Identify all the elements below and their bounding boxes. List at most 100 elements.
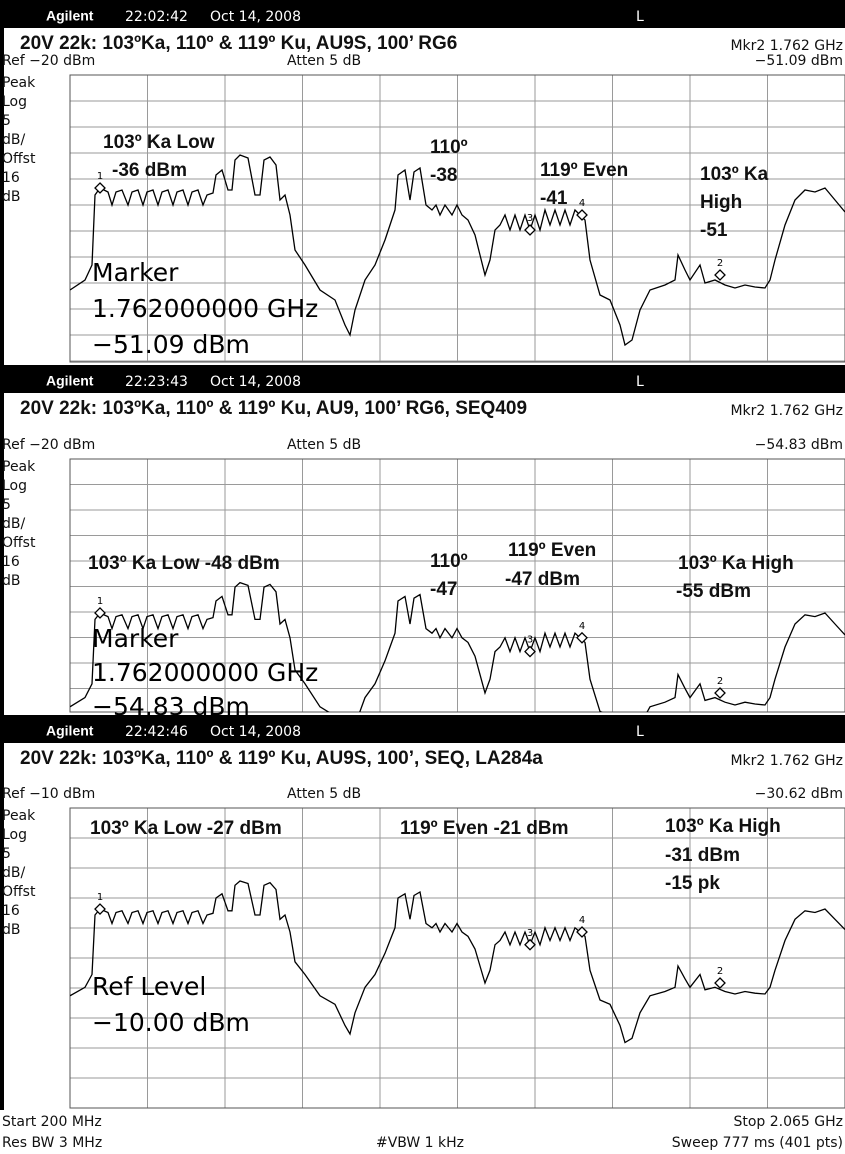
marker-id: 2 [717, 676, 723, 687]
marker-diamond [576, 209, 588, 221]
scale-label: Peak [2, 75, 36, 91]
scale-label: Peak [2, 808, 36, 824]
annotation: -15 pk [665, 873, 720, 894]
marker-id: 4 [579, 915, 585, 926]
left-border [0, 0, 4, 365]
footer-sweep: Sweep 777 ms (401 pts) [672, 1135, 843, 1151]
attenuation: Atten 5 dB [287, 437, 361, 453]
scale-label: Peak [2, 459, 36, 475]
scale-label: Offst [2, 535, 36, 551]
header-bar [0, 0, 845, 28]
big-readout: Ref Level [92, 972, 206, 1001]
scale-label: dB [2, 573, 21, 589]
left-border [0, 715, 4, 1110]
mode: L [636, 9, 644, 25]
marker-level: −51.09 dBm [755, 53, 843, 69]
footer-rbw: Res BW 3 MHz [2, 1135, 102, 1151]
scale-label: dB/ [2, 865, 25, 881]
title: 20V 22k: 103ºKa, 110º & 119º Ku, AU9S, 1… [20, 748, 543, 769]
marker-readout: Mkr2 1.762 GHz [730, 403, 843, 419]
brand: Agilent [46, 8, 94, 24]
annotation: -31 dBm [665, 845, 740, 866]
left-border [0, 365, 4, 715]
scale-label: 5 [2, 846, 11, 862]
annotation: -41 [540, 188, 568, 209]
marker-diamond [714, 269, 726, 281]
header-bar [0, 365, 845, 393]
marker-id: 1 [97, 171, 103, 182]
reference: Ref −20 dBm [2, 437, 95, 453]
scale-label: Log [2, 478, 27, 494]
marker-id: 3 [527, 635, 533, 646]
time: 22:02:42 [125, 9, 188, 25]
annotation: 103º Ka [700, 164, 769, 185]
annotation: 110º [430, 551, 468, 572]
grid-frame [69, 458, 845, 713]
annotation: 103º Ka Low -48 dBm [88, 553, 280, 574]
trace [70, 154, 845, 347]
marker-readout: Mkr2 1.762 GHz [730, 753, 843, 769]
marker-readout: Mkr2 1.762 GHz [730, 38, 843, 54]
marker-diamond [524, 938, 536, 951]
scale-label: Log [2, 94, 27, 110]
reference: Ref −20 dBm [2, 53, 95, 69]
annotation: High [700, 192, 742, 213]
marker-id: 4 [579, 198, 585, 209]
annotation: 119º Even [540, 160, 628, 181]
scale-label: dB/ [2, 132, 25, 148]
marker-diamond [524, 224, 536, 236]
marker-id: 1 [97, 596, 103, 607]
marker-diamond [94, 607, 106, 619]
title: 20V 22k: 103ºKa, 110º & 119º Ku, AU9S, 1… [20, 33, 457, 54]
annotation: 103º Ka High [665, 816, 781, 837]
annotation: -47 dBm [505, 569, 580, 590]
annotation: 103º Ka Low -27 dBm [90, 818, 282, 839]
marker-id: 2 [717, 966, 723, 977]
annotation: -38 [430, 165, 457, 186]
brand: Agilent [46, 723, 94, 739]
big-readout: 1.762000000 GHz [92, 658, 318, 687]
marker-level: −54.83 dBm [755, 437, 843, 453]
date: Oct 14, 2008 [210, 724, 301, 740]
scale-label: 5 [2, 113, 11, 129]
attenuation: Atten 5 dB [287, 786, 361, 802]
date: Oct 14, 2008 [210, 9, 301, 25]
marker-diamond [94, 903, 106, 915]
annotation: -47 [430, 579, 457, 600]
reference: Ref −10 dBm [2, 786, 95, 802]
annotation: -36 dBm [112, 160, 187, 181]
time: 22:23:43 [125, 374, 188, 390]
time: 22:42:46 [125, 724, 188, 740]
marker-diamond [576, 926, 588, 938]
mode: L [636, 374, 644, 390]
marker-id: 1 [97, 892, 103, 903]
scale-label: dB/ [2, 516, 25, 532]
marker-id: 3 [527, 928, 533, 939]
annotation: 119º Even [508, 540, 596, 561]
marker-id: 3 [527, 213, 533, 224]
annotation: -55 dBm [676, 581, 751, 602]
big-readout: Marker [92, 258, 179, 287]
footer-start: Start 200 MHz [2, 1114, 102, 1130]
annotation: 119º Even -21 dBm [400, 818, 569, 839]
big-readout: 1.762000000 GHz [92, 294, 318, 323]
marker-diamond [714, 977, 726, 989]
scale-label: 16 [2, 554, 20, 570]
marker-diamond [524, 645, 536, 658]
marker-level: −30.62 dBm [755, 786, 843, 802]
trace [70, 880, 845, 1044]
scale-label: 16 [2, 903, 20, 919]
footer-vbw: #VBW 1 kHz [376, 1135, 464, 1151]
title: 20V 22k: 103ºKa, 110º & 119º Ku, AU9, 10… [20, 398, 527, 419]
marker-diamond [94, 182, 106, 194]
grid-frame [69, 807, 845, 1109]
header-bar [0, 715, 845, 743]
footer-stop: Stop 2.065 GHz [733, 1114, 843, 1130]
scale-label: 16 [2, 170, 20, 186]
panel-frame [0, 715, 845, 1110]
marker-diamond [714, 687, 726, 699]
scale-label: dB [2, 922, 21, 938]
scale-label: 5 [2, 497, 11, 513]
scale-label: Offst [2, 151, 36, 167]
